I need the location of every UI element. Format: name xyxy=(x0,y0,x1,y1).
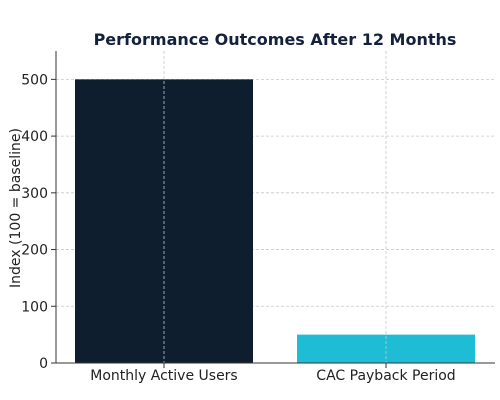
x-tick-label: Monthly Active Users xyxy=(90,368,237,384)
y-axis-label: Index (100 = baseline) xyxy=(8,128,24,288)
y-tick-label: 300 xyxy=(21,186,48,202)
y-tick-label: 400 xyxy=(21,129,48,145)
y-tick-label: 0 xyxy=(39,356,48,372)
y-tick-label: 100 xyxy=(21,299,48,315)
y-tick-label: 500 xyxy=(21,72,48,88)
bars xyxy=(75,79,475,363)
chart-title: Performance Outcomes After 12 Months xyxy=(94,30,457,49)
y-tick-label: 200 xyxy=(21,243,48,259)
axes xyxy=(51,51,495,368)
x-tick-label: CAC Payback Period xyxy=(316,368,455,384)
tick-labels: 0 100 200 300 400 500 Monthly Active Users CAC … xyxy=(21,72,455,384)
vertical-gridlines xyxy=(163,51,387,363)
